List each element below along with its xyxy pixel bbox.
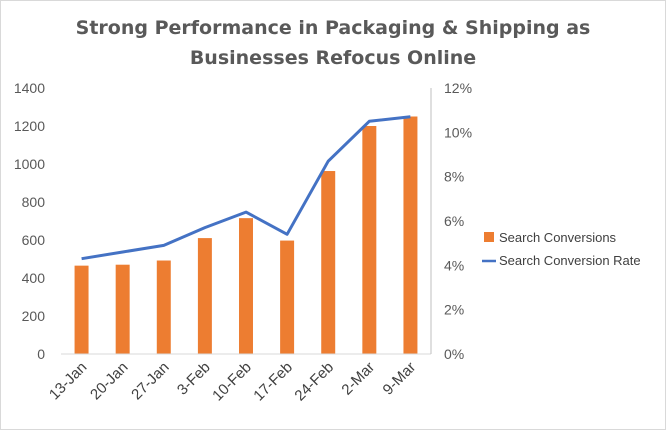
bar-search-conversions xyxy=(403,117,417,355)
x-tick-label: 3-Feb xyxy=(174,359,214,399)
x-tick-label: 17-Feb xyxy=(250,359,296,405)
y-right-tick-label: 0% xyxy=(444,346,464,362)
x-tick-label: 27-Jan xyxy=(128,359,172,403)
x-tick-label: 13-Jan xyxy=(46,359,90,403)
y-right-tick-label: 8% xyxy=(444,169,464,185)
x-tick-label: 20-Jan xyxy=(87,359,131,403)
x-tick-label: 2-Mar xyxy=(338,359,378,399)
y-left-tick-label: 0 xyxy=(37,346,45,362)
legend: Search Conversions Search Conversion Rate xyxy=(482,230,641,268)
bar-search-conversions xyxy=(280,241,294,354)
x-tick-label: 24-Feb xyxy=(291,359,337,405)
y-right-tick-label: 4% xyxy=(444,257,464,273)
legend-label-search-conversions: Search Conversions xyxy=(499,230,617,245)
y-left-tick-label: 600 xyxy=(22,232,46,248)
y-right-tick-label: 6% xyxy=(444,213,464,229)
y-left-tick-label: 1400 xyxy=(14,80,45,96)
y-right-tick-label: 2% xyxy=(444,302,464,318)
bar-search-conversions xyxy=(321,171,335,354)
bar-search-conversions xyxy=(198,238,212,354)
y-left-tick-label: 200 xyxy=(22,308,46,324)
y-left-tick-label: 1000 xyxy=(14,156,45,172)
bar-search-conversions xyxy=(157,261,171,354)
legend-swatch-search-conversions xyxy=(484,232,494,242)
y-right-tick-label: 10% xyxy=(444,124,472,140)
chart-title-line-2: Businesses Refocus Online xyxy=(190,47,476,69)
bar-search-conversions xyxy=(362,126,376,354)
plot-area: 0 200 400 600 800 1000 1200 1400 0% 2% 4% 6% 8% 10% 12… xyxy=(14,80,472,404)
y-left-tick-label: 1200 xyxy=(14,118,45,134)
bar-search-conversions xyxy=(116,265,130,354)
bar-search-conversions xyxy=(239,218,253,354)
x-tick-label: 9-Mar xyxy=(380,359,420,399)
legend-label-search-conversion-rate: Search Conversion Rate xyxy=(499,253,641,268)
x-tick-label: 10-Feb xyxy=(209,359,255,405)
y-left-tick-label: 400 xyxy=(22,270,46,286)
chart-title-line-1: Strong Performance in Packaging & Shippi… xyxy=(76,17,591,39)
y-right-tick-label: 12% xyxy=(444,80,472,96)
y-left-tick-label: 800 xyxy=(22,194,46,210)
bar-search-conversions xyxy=(75,266,89,354)
